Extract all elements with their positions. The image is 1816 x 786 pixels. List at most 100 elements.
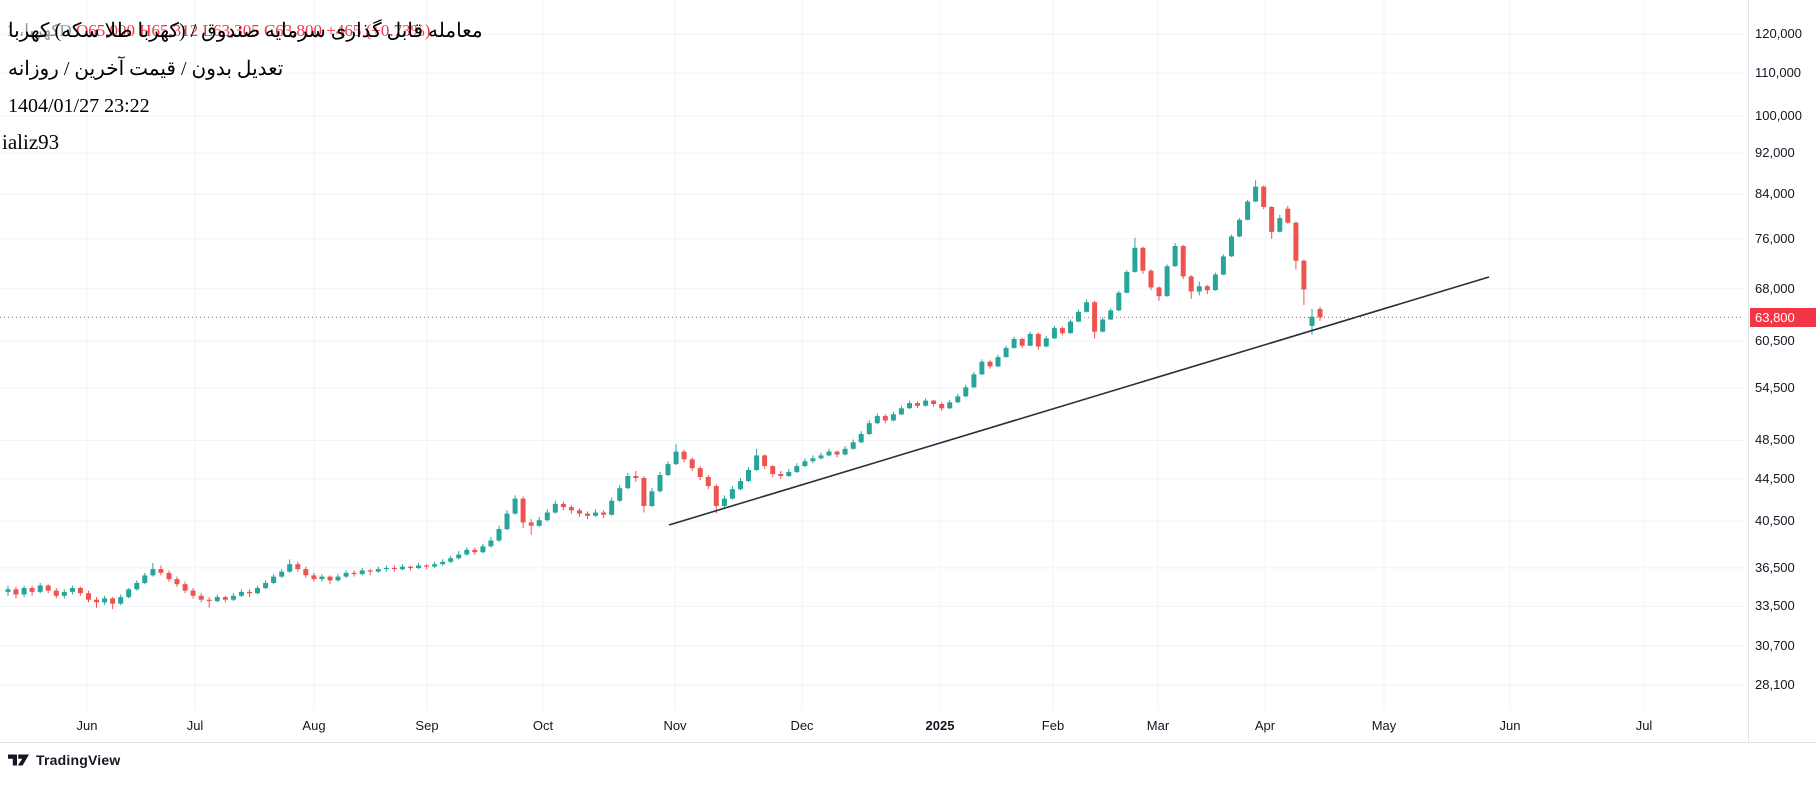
candle[interactable] (1172, 243, 1178, 267)
candle[interactable] (850, 439, 856, 450)
candle[interactable] (1011, 336, 1017, 349)
candle[interactable] (238, 589, 244, 598)
candle[interactable] (247, 589, 252, 598)
candle[interactable] (255, 585, 260, 595)
candle[interactable] (987, 360, 993, 369)
candle[interactable] (673, 444, 679, 466)
candle[interactable] (1156, 286, 1162, 301)
candle[interactable] (1237, 218, 1242, 238)
candle[interactable] (834, 450, 840, 458)
candle[interactable] (102, 595, 108, 606)
candle[interactable] (585, 511, 590, 520)
candle[interactable] (898, 405, 904, 416)
candle[interactable] (408, 565, 413, 571)
candle[interactable] (762, 454, 768, 470)
candle[interactable] (287, 559, 293, 573)
candle[interactable] (641, 476, 647, 513)
candle[interactable] (802, 458, 808, 468)
candle[interactable] (456, 551, 462, 560)
candle[interactable] (61, 589, 67, 599)
candle[interactable] (1269, 205, 1275, 239)
candlestick-plot[interactable] (0, 0, 1748, 742)
candle[interactable] (657, 472, 663, 493)
candle[interactable] (1301, 259, 1307, 305)
candle[interactable] (86, 590, 91, 603)
candle[interactable] (263, 580, 269, 590)
candle[interactable] (1277, 214, 1283, 233)
candle[interactable] (1059, 326, 1065, 336)
candle[interactable] (818, 452, 824, 460)
candle[interactable] (110, 597, 116, 610)
candle[interactable] (351, 570, 357, 577)
candle[interactable] (713, 484, 719, 514)
price-axis[interactable]: 63,800 120,000 110,000 100,000 92,000 84,000… (1748, 0, 1816, 742)
candle[interactable] (1285, 205, 1291, 224)
candle[interactable] (1180, 244, 1186, 279)
candle[interactable] (375, 566, 381, 573)
candle[interactable] (440, 559, 446, 566)
candle[interactable] (37, 582, 43, 594)
candle[interactable] (142, 572, 148, 585)
candle[interactable] (1027, 331, 1033, 347)
candle[interactable] (1108, 308, 1114, 321)
candle[interactable] (979, 359, 985, 376)
candle[interactable] (560, 501, 566, 511)
candle[interactable] (1148, 269, 1154, 291)
candle[interactable] (890, 411, 896, 422)
candle[interactable] (947, 399, 953, 410)
candle[interactable] (1019, 337, 1025, 348)
candle[interactable] (1068, 319, 1073, 334)
candle[interactable] (665, 461, 671, 476)
candle[interactable] (786, 469, 792, 477)
candle[interactable] (866, 420, 872, 435)
candle[interactable] (5, 585, 11, 596)
candle[interactable] (512, 495, 518, 515)
candle[interactable] (923, 398, 929, 407)
candle[interactable] (609, 497, 615, 516)
candle[interactable] (617, 485, 623, 502)
candle[interactable] (174, 576, 180, 587)
candle[interactable] (150, 563, 156, 577)
candle[interactable] (633, 471, 639, 482)
candle[interactable] (1124, 270, 1130, 294)
candle[interactable] (134, 580, 140, 591)
candle[interactable] (544, 509, 550, 522)
candle[interactable] (1212, 272, 1218, 291)
candle[interactable] (738, 478, 743, 491)
candle[interactable] (69, 585, 75, 595)
candle[interactable] (1204, 284, 1210, 295)
candle[interactable] (794, 463, 800, 473)
candle[interactable] (1140, 246, 1146, 274)
candle[interactable] (778, 471, 784, 479)
candle[interactable] (697, 466, 703, 480)
candle[interactable] (13, 586, 19, 599)
candle[interactable] (1043, 336, 1049, 348)
candle[interactable] (1116, 290, 1122, 312)
candle[interactable] (448, 555, 454, 563)
candle[interactable] (536, 516, 542, 527)
candle[interactable] (882, 414, 888, 424)
candle[interactable] (343, 570, 349, 578)
candle[interactable] (367, 569, 373, 576)
candle[interactable] (214, 594, 220, 603)
candle[interactable] (271, 574, 277, 585)
candle[interactable] (874, 413, 880, 425)
candle[interactable] (721, 495, 727, 509)
candle[interactable] (577, 508, 582, 517)
candle[interactable] (520, 496, 526, 529)
candle[interactable] (689, 457, 695, 471)
candle[interactable] (593, 509, 599, 517)
time-axis[interactable]: Jun Jul Aug Sep Oct Nov Dec 2025 Feb Mar Apr May Jun… (0, 710, 1748, 742)
candle[interactable] (1293, 221, 1299, 270)
candle[interactable] (335, 574, 341, 582)
candle[interactable] (1003, 345, 1009, 358)
candle[interactable] (971, 371, 977, 389)
candle[interactable] (399, 564, 405, 571)
candle[interactable] (601, 510, 607, 518)
candle[interactable] (1261, 185, 1267, 210)
chart-plot-area[interactable] (0, 0, 1748, 742)
candle[interactable] (528, 519, 534, 535)
candle[interactable] (729, 486, 735, 500)
candle[interactable] (746, 467, 751, 482)
candle[interactable] (472, 547, 478, 555)
